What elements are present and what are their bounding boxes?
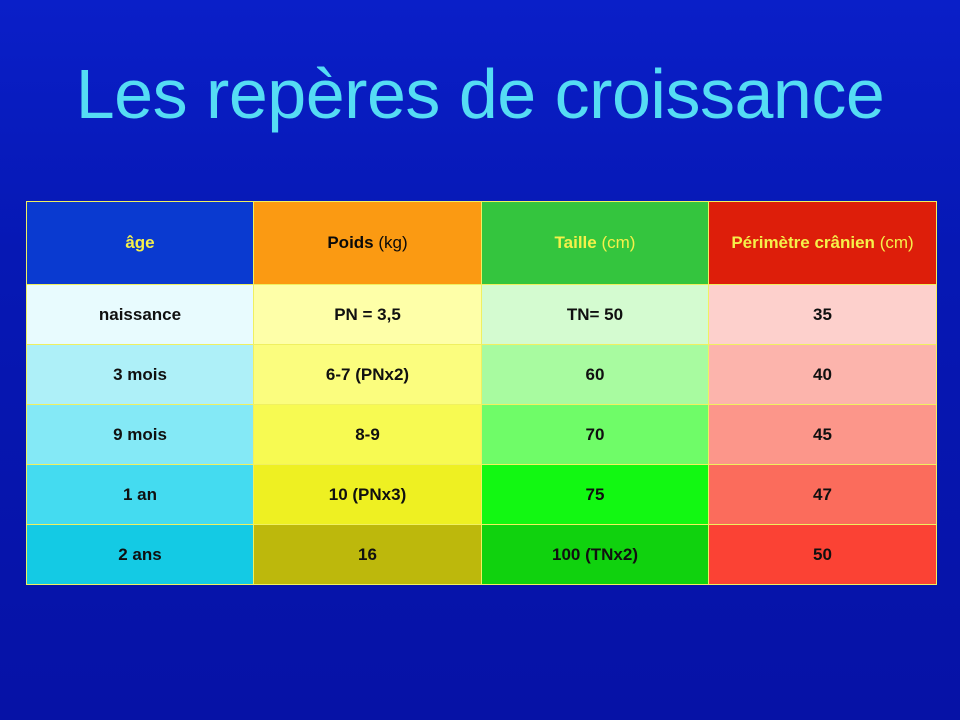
cell-age: 9 mois bbox=[26, 404, 254, 465]
table-row: 1 an 10 (PNx3) 75 47 bbox=[26, 464, 937, 525]
cell-taille: 60 bbox=[481, 344, 709, 405]
growth-table: âge Poids (kg) Taille (cm) Périmètre crâ… bbox=[26, 201, 937, 585]
cell-poids: PN = 3,5 bbox=[253, 284, 482, 345]
header-perimetre-label: Périmètre crânien bbox=[731, 233, 875, 252]
cell-taille: 75 bbox=[481, 464, 709, 525]
cell-taille: 70 bbox=[481, 404, 709, 465]
header-poids-label: Poids bbox=[327, 233, 374, 252]
cell-age: 1 an bbox=[26, 464, 254, 525]
header-taille-label: Taille bbox=[554, 233, 597, 252]
cell-poids: 6-7 (PNx2) bbox=[253, 344, 482, 405]
table-row: 3 mois 6-7 (PNx2) 60 40 bbox=[26, 344, 937, 405]
cell-age: 3 mois bbox=[26, 344, 254, 405]
header-taille: Taille (cm) bbox=[481, 201, 709, 285]
cell-poids: 16 bbox=[253, 524, 482, 585]
cell-perimetre: 35 bbox=[708, 284, 937, 345]
table-header-row: âge Poids (kg) Taille (cm) Périmètre crâ… bbox=[26, 201, 937, 285]
header-taille-unit: (cm) bbox=[601, 233, 636, 252]
slide-title: Les repères de croissance bbox=[75, 55, 885, 133]
header-perimetre-unit: (cm) bbox=[879, 233, 914, 252]
header-poids-unit: (kg) bbox=[378, 233, 408, 252]
cell-age: naissance bbox=[26, 284, 254, 345]
cell-perimetre: 50 bbox=[708, 524, 937, 585]
cell-perimetre: 47 bbox=[708, 464, 937, 525]
header-age-label: âge bbox=[125, 233, 155, 252]
cell-taille: TN= 50 bbox=[481, 284, 709, 345]
cell-poids: 10 (PNx3) bbox=[253, 464, 482, 525]
cell-perimetre: 40 bbox=[708, 344, 937, 405]
cell-age: 2 ans bbox=[26, 524, 254, 585]
header-age: âge bbox=[26, 201, 254, 285]
table-row: 2 ans 16 100 (TNx2) 50 bbox=[26, 524, 937, 585]
table-row: 9 mois 8-9 70 45 bbox=[26, 404, 937, 465]
cell-perimetre: 45 bbox=[708, 404, 937, 465]
table-row: naissance PN = 3,5 TN= 50 35 bbox=[26, 284, 937, 345]
header-poids: Poids (kg) bbox=[253, 201, 482, 285]
cell-taille: 100 (TNx2) bbox=[481, 524, 709, 585]
cell-poids: 8-9 bbox=[253, 404, 482, 465]
header-perimetre: Périmètre crânien (cm) bbox=[708, 201, 937, 285]
